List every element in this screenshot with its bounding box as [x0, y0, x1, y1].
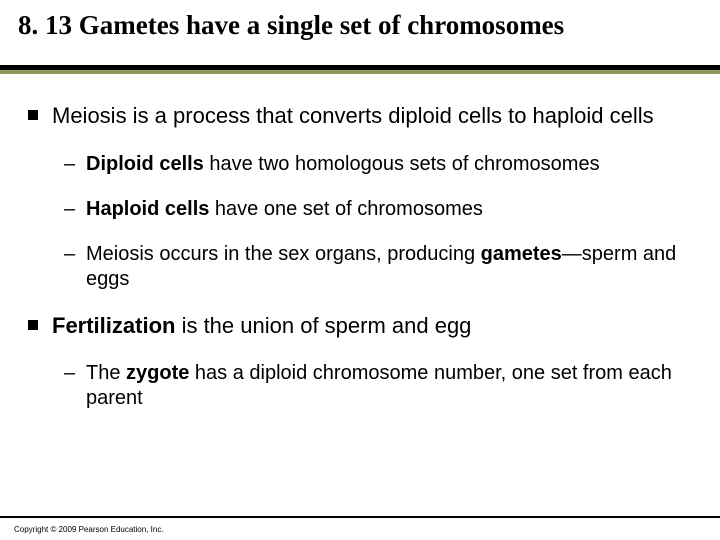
- dash-bullet-icon: –: [64, 361, 78, 386]
- bullet-level2: –Meiosis occurs in the sex organs, produ…: [64, 242, 692, 292]
- bullet-text: The zygote has a diploid chromosome numb…: [86, 361, 692, 411]
- dash-bullet-icon: –: [64, 197, 78, 222]
- bullet-level2: –Haploid cells have one set of chromosom…: [64, 197, 692, 222]
- text-run: have two homologous sets of chromosomes: [204, 153, 600, 175]
- text-run: Meiosis occurs in the sex organs, produc…: [86, 243, 481, 265]
- bullet-text: Meiosis is a process that converts diplo…: [52, 102, 654, 130]
- square-bullet-icon: [28, 320, 38, 330]
- bullet-text: Meiosis occurs in the sex organs, produc…: [86, 242, 692, 292]
- dash-bullet-icon: –: [64, 152, 78, 177]
- bullet-level1: Fertilization is the union of sperm and …: [28, 312, 692, 340]
- text-run: is the union of sperm and egg: [175, 313, 471, 338]
- bullet-text: Haploid cells have one set of chromosome…: [86, 197, 483, 222]
- text-run: have one set of chromosomes: [209, 198, 482, 220]
- bullet-level1: Meiosis is a process that converts diplo…: [28, 102, 692, 130]
- slide-content: Meiosis is a process that converts diplo…: [0, 74, 720, 411]
- bullet-level2: –Diploid cells have two homologous sets …: [64, 152, 692, 177]
- bullet-level2: –The zygote has a diploid chromosome num…: [64, 361, 692, 411]
- text-run: Haploid cells: [86, 198, 209, 220]
- text-run: Diploid cells: [86, 153, 204, 175]
- text-run: Fertilization: [52, 313, 175, 338]
- text-run: The: [86, 362, 126, 384]
- bullet-text: Diploid cells have two homologous sets o…: [86, 152, 600, 177]
- title-rule: [0, 47, 720, 74]
- square-bullet-icon: [28, 110, 38, 120]
- text-run: Meiosis is a process that converts diplo…: [52, 103, 654, 128]
- text-run: zygote: [126, 362, 189, 384]
- bullet-text: Fertilization is the union of sperm and …: [52, 312, 471, 340]
- dash-bullet-icon: –: [64, 242, 78, 267]
- text-run: gametes: [481, 243, 562, 265]
- copyright-text: Copyright © 2009 Pearson Education, Inc.: [14, 525, 164, 534]
- footer-rule: [0, 516, 720, 518]
- slide-title: 8. 13 Gametes have a single set of chrom…: [0, 0, 720, 47]
